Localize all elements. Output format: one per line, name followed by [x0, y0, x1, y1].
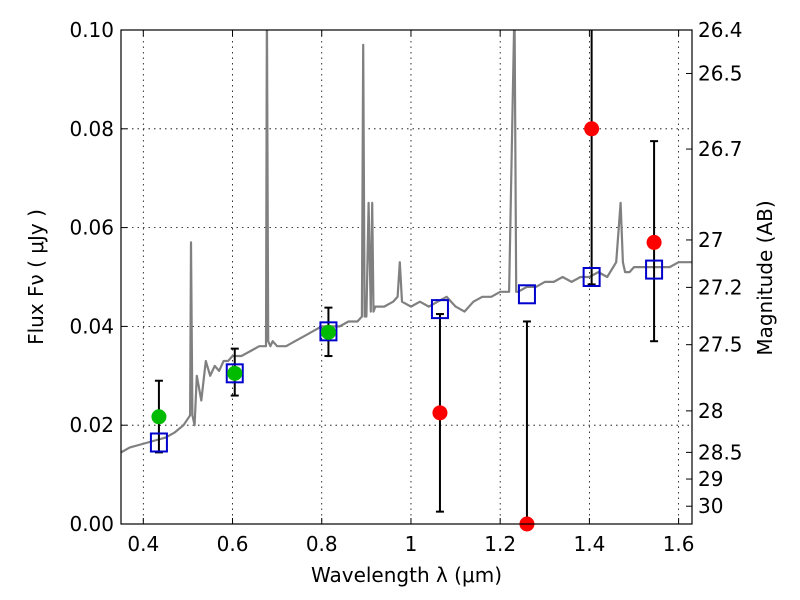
x-axis-label: Wavelength λ (μm): [311, 563, 502, 587]
photometry-point: [646, 234, 662, 250]
x-tick-label: 1: [405, 532, 418, 556]
y-tick-label: 0.04: [69, 314, 114, 338]
right-tick-label: 27: [698, 228, 723, 252]
plot-frame: [120, 29, 693, 525]
photometry-point: [227, 365, 243, 381]
x-tick-label: 0.8: [306, 532, 338, 556]
photometry-point: [151, 409, 167, 425]
right-tick-label: 26.4: [698, 18, 743, 42]
photometry-point: [320, 324, 336, 340]
y-tick-label: 0.00: [69, 512, 114, 536]
marker-layer: [149, 121, 664, 532]
x-tick-label: 0.6: [217, 532, 249, 556]
model-square-marker: [225, 363, 244, 384]
x-tick-label: 1.4: [573, 532, 605, 556]
right-axis-label: Magnitude (AB): [753, 200, 777, 355]
right-tick-label: 29: [698, 467, 723, 491]
x-tick-label: 0.4: [127, 532, 159, 556]
model-square-marker: [319, 321, 338, 342]
right-tick-label: 27.5: [698, 333, 743, 357]
y-tick-label: 0.10: [69, 18, 114, 42]
right-tick-label: 28: [698, 399, 723, 423]
y-tick-label: 0.06: [69, 216, 114, 240]
right-tick-label: 26.5: [698, 61, 743, 85]
model-square-marker: [149, 432, 168, 453]
y-tick-label: 0.08: [69, 117, 114, 141]
model-square-marker: [517, 284, 536, 305]
right-tick-label: 28.5: [698, 440, 743, 464]
y-axis-label: Flux Fν ( μJy ): [24, 209, 48, 345]
photometry-point: [432, 405, 448, 421]
x-tick-label: 1.2: [484, 532, 516, 556]
photometry-point: [584, 121, 600, 137]
model-square-marker: [430, 299, 449, 320]
tick-layer: 0.4 0.6 0.8 1 1.2 1.4 1.6 0.00 0.02 0.04 0.06 0.08 0…: [69, 18, 742, 556]
right-tick-label: 26.7: [698, 137, 743, 161]
spectrum-layer: [121, 30, 692, 454]
x-tick-label: 1.6: [663, 532, 695, 556]
spectrum-line: [121, 30, 692, 454]
model-square-marker: [582, 267, 601, 287]
right-tick-label: 30: [698, 494, 723, 518]
y-tick-label: 0.02: [69, 413, 114, 437]
model-square-marker: [645, 259, 664, 280]
right-tick-label: 27.2: [698, 275, 743, 299]
